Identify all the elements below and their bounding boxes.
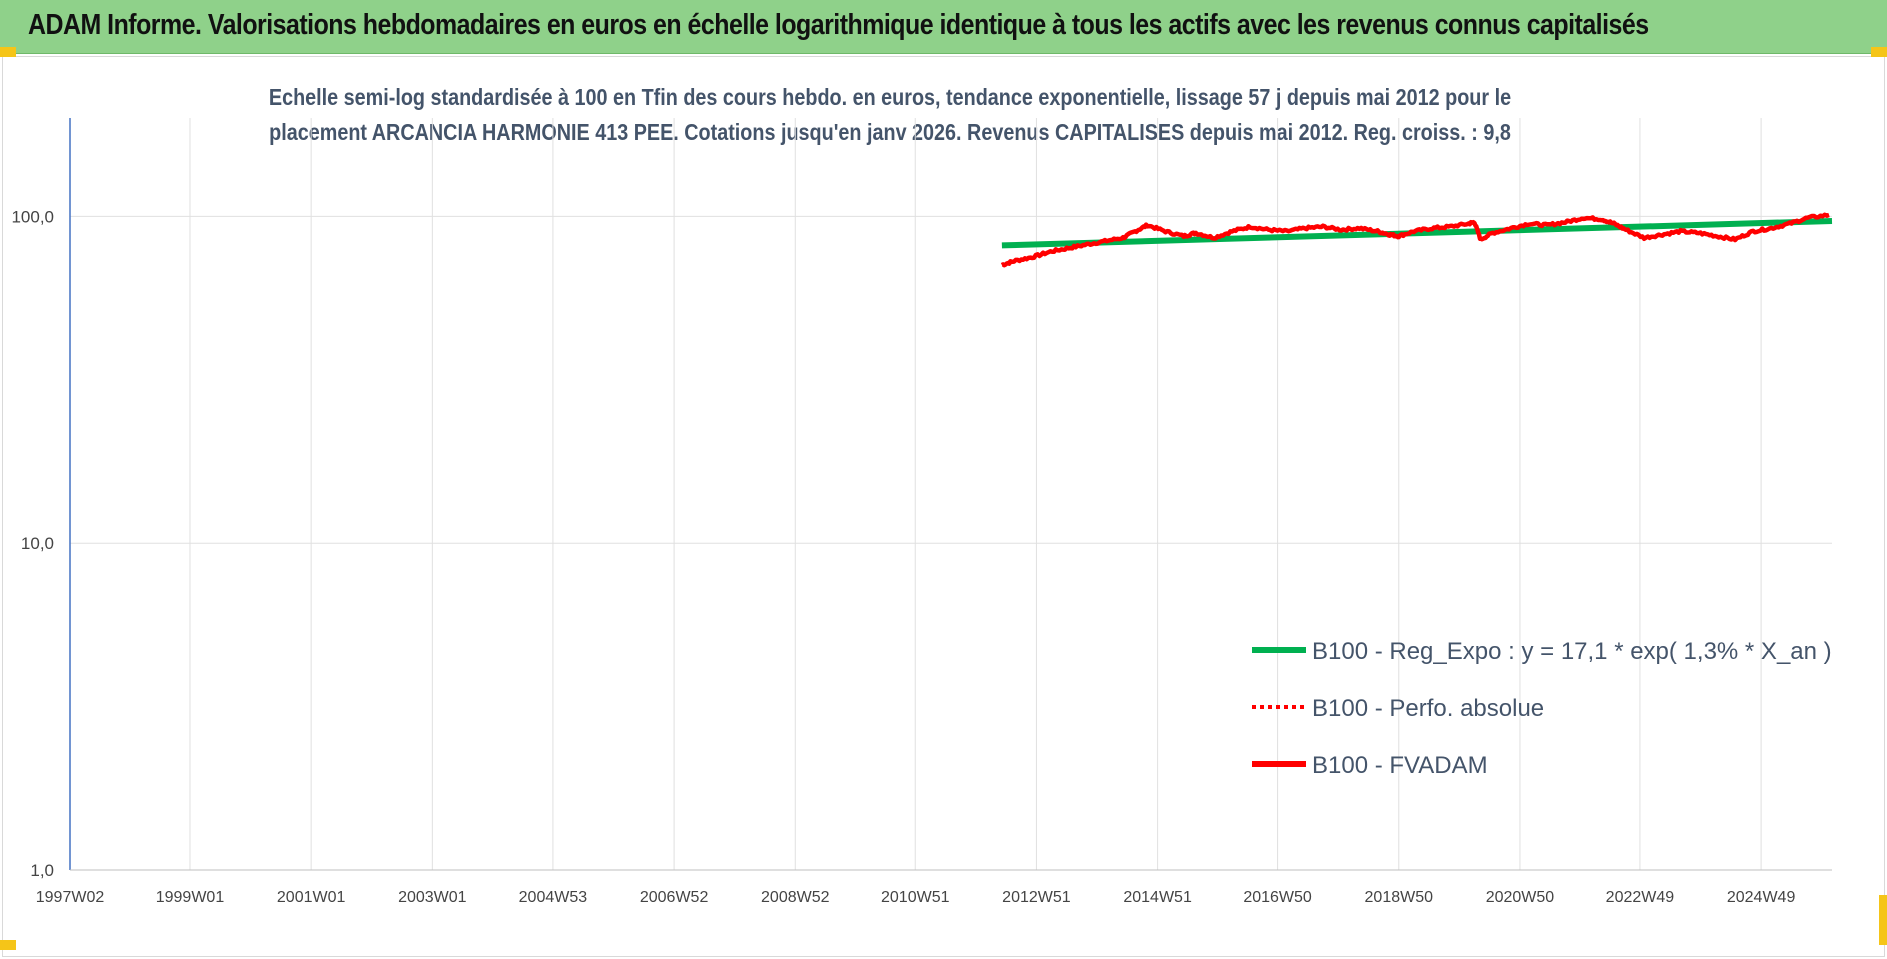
corner-marker-bottom-left xyxy=(0,940,16,950)
x-tick-label: 2010W51 xyxy=(881,889,950,906)
y-tick-labels: 1,0 10,0 100,0 xyxy=(11,207,54,880)
x-tick-label: 2016W50 xyxy=(1243,889,1312,906)
x-tick-label: 2020W50 xyxy=(1486,889,1555,906)
corner-marker-top-right xyxy=(1871,47,1887,57)
x-tick-labels: 1997W02 1999W01 2001W01 2003W01 2004W53 2006W… xyxy=(36,889,1796,906)
corner-marker-top-left xyxy=(0,47,16,57)
x-tick-label: 1997W02 xyxy=(36,889,105,906)
x-tick-label: 2024W49 xyxy=(1727,889,1796,906)
x-tick-label: 1999W01 xyxy=(156,889,225,906)
legend-label: B100 - FVADAM xyxy=(1312,752,1488,779)
chart-title-line-1: Echelle semi-log standardisée à 100 en T… xyxy=(268,84,1512,110)
legend-label: B100 - Perfo. absolue xyxy=(1312,695,1544,722)
chart-title: Echelle semi-log standardisée à 100 en T… xyxy=(150,80,1630,150)
report-banner: ADAM Informe. Valorisations hebdomadaire… xyxy=(0,0,1887,54)
series-layer xyxy=(1000,212,1833,268)
series-fvadam-line xyxy=(1000,212,1830,268)
chart-frame xyxy=(2,56,1885,957)
chart-title-line-2: placement ARCANCIA HARMONIE 413 PEE. Cot… xyxy=(269,119,1511,145)
y-tick-label: 1,0 xyxy=(30,861,54,880)
x-tick-label: 2001W01 xyxy=(277,889,346,906)
y-tick-label: 10,0 xyxy=(21,534,54,553)
x-tick-label: 2012W51 xyxy=(1002,889,1071,906)
corner-marker-bottom-right xyxy=(1879,895,1887,945)
report-title: ADAM Informe. Valorisations hebdomadaire… xyxy=(28,9,1649,41)
x-tick-label: 2018W50 xyxy=(1365,889,1434,906)
x-tick-label: 2008W52 xyxy=(761,889,830,906)
x-tick-label: 2003W01 xyxy=(398,889,467,906)
x-tick-label: 2004W53 xyxy=(519,889,588,906)
y-tick-label: 100,0 xyxy=(11,207,54,226)
x-gridlines xyxy=(69,118,1762,870)
legend-label: B100 - Reg_Expo : y = 17,1 * exp( 1,3% *… xyxy=(1312,638,1832,665)
x-tick-label: 2022W49 xyxy=(1606,889,1675,906)
x-tick-label: 2014W51 xyxy=(1123,889,1192,906)
y-gridlines xyxy=(70,215,1832,871)
legend: B100 - Reg_Expo : y = 17,1 * exp( 1,3% *… xyxy=(1252,638,1832,779)
series-regression-line xyxy=(1001,217,1833,249)
x-tick-label: 2006W52 xyxy=(640,889,709,906)
